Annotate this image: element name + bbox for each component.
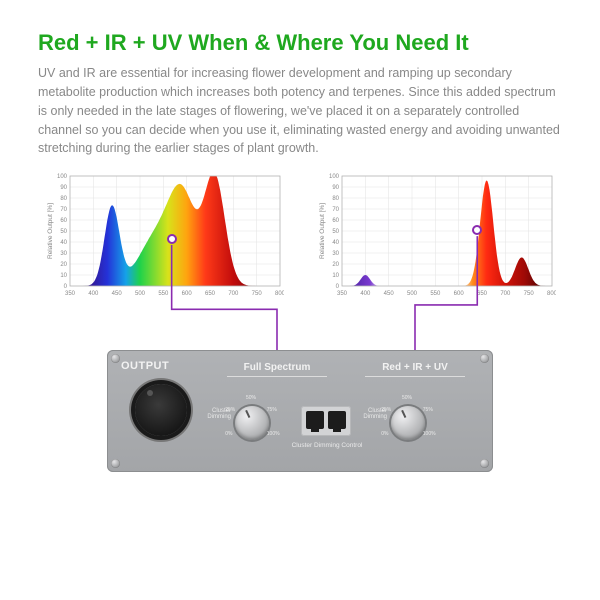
svg-text:400: 400 — [88, 291, 99, 297]
red-ir-uv-chart: 0 10 20 30 40 50 60 70 80 90 100 350 400 450 500 550 600… — [316, 172, 556, 302]
svg-text:100: 100 — [329, 174, 340, 180]
svg-text:50: 50 — [60, 229, 67, 235]
svg-text:500: 500 — [407, 291, 418, 297]
svg-text:750: 750 — [252, 291, 263, 297]
cluster-dimming-control-label: Cluster Dimming Control — [289, 442, 365, 449]
svg-text:650: 650 — [205, 291, 216, 297]
svg-text:800: 800 — [275, 291, 284, 297]
full-spectrum-chart: 0 10 20 30 40 50 60 70 80 90 100 350 400 450 500 550 600… — [44, 172, 284, 302]
svg-text:60: 60 — [60, 218, 67, 224]
svg-text:100: 100 — [57, 174, 68, 180]
channel-full-spectrum-label: Full Spectrum — [227, 362, 327, 373]
svg-text:800: 800 — [547, 291, 556, 297]
svg-text:90: 90 — [332, 185, 339, 191]
svg-text:700: 700 — [500, 291, 511, 297]
svg-text:0: 0 — [336, 284, 340, 290]
rj-port[interactable] — [306, 411, 324, 429]
svg-text:400: 400 — [360, 291, 371, 297]
full-spectrum-callout-dot — [167, 234, 177, 244]
svg-text:700: 700 — [228, 291, 239, 297]
svg-text:70: 70 — [60, 207, 67, 213]
output-label: OUTPUT — [121, 360, 169, 372]
spectrum-charts: 0102030405060708090100350400450500550600… — [38, 172, 562, 302]
svg-text:70: 70 — [332, 207, 339, 213]
channel-red-ir-uv-label: Red + IR + UV — [365, 362, 465, 373]
svg-text:350: 350 — [337, 291, 348, 297]
full-spectrum-dimming-knob[interactable] — [235, 406, 269, 440]
page-title: Red + IR + UV When & Where You Need It — [38, 30, 562, 56]
controller-panel: OUTPUT Full Spectrum Red + IR + UV Clust… — [107, 350, 493, 472]
svg-text:30: 30 — [332, 251, 339, 257]
svg-text:80: 80 — [332, 196, 339, 202]
svg-text:450: 450 — [384, 291, 395, 297]
output-socket[interactable] — [135, 384, 187, 436]
svg-text:600: 600 — [454, 291, 465, 297]
svg-text:550: 550 — [158, 291, 169, 297]
svg-text:50: 50 — [332, 229, 339, 235]
svg-text:Relative Output [%]: Relative Output [%] — [319, 203, 326, 259]
svg-text:40: 40 — [332, 240, 339, 246]
svg-text:30: 30 — [60, 251, 67, 257]
svg-text:40: 40 — [60, 240, 67, 246]
svg-text:10: 10 — [332, 273, 339, 279]
svg-text:650: 650 — [477, 291, 488, 297]
svg-text:Relative Output [%]: Relative Output [%] — [47, 203, 54, 259]
svg-text:750: 750 — [524, 291, 535, 297]
screw-icon — [111, 459, 120, 468]
screw-icon — [480, 354, 489, 363]
divider — [227, 376, 327, 377]
svg-text:80: 80 — [60, 196, 67, 202]
red-ir-uv-dimming-knob[interactable] — [391, 406, 425, 440]
svg-text:20: 20 — [60, 262, 67, 268]
svg-text:600: 600 — [182, 291, 193, 297]
svg-text:350: 350 — [65, 291, 76, 297]
screw-icon — [111, 354, 120, 363]
rj-port-block — [301, 406, 351, 436]
screw-icon — [480, 459, 489, 468]
svg-text:500: 500 — [135, 291, 146, 297]
divider — [365, 376, 465, 377]
body-paragraph: UV and IR are essential for increasing f… — [38, 64, 562, 158]
svg-text:0: 0 — [64, 284, 68, 290]
svg-text:450: 450 — [112, 291, 123, 297]
svg-text:10: 10 — [60, 273, 67, 279]
svg-text:90: 90 — [60, 185, 67, 191]
svg-text:550: 550 — [430, 291, 441, 297]
svg-text:20: 20 — [332, 262, 339, 268]
svg-text:60: 60 — [332, 218, 339, 224]
rj-port[interactable] — [328, 411, 346, 429]
